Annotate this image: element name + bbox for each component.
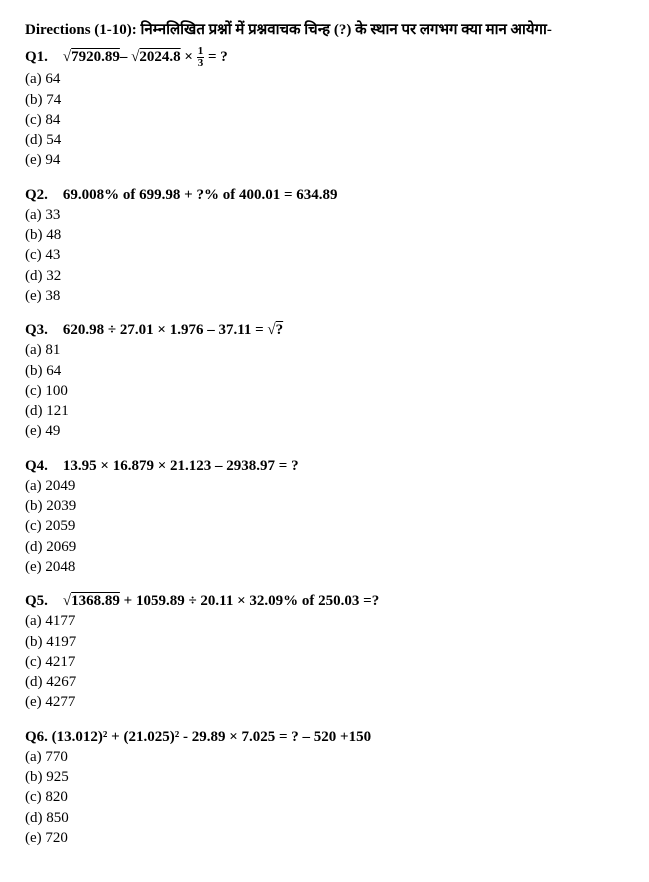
q1-tail: = ? [204, 49, 228, 65]
directions-text: Directions (1-10): निम्नलिखित प्रश्नों म… [25, 20, 624, 40]
q6-option-b: (b) 925 [25, 767, 624, 787]
q2-expr: 69.008% of 699.98 + ?% of 400.01 = 634.8… [63, 187, 338, 203]
q6-option-e: (e) 720 [25, 828, 624, 848]
q5-line: Q5. √1368.89 + 1059.89 ÷ 20.11 × 32.09% … [25, 591, 624, 611]
q5-number: Q5. [25, 593, 48, 609]
q1-radicand-1: 7920.89 [71, 49, 120, 65]
q1-option-b: (b) 74 [25, 90, 624, 110]
question-4: Q4. 13.95 × 16.879 × 21.123 – 2938.97 = … [25, 456, 624, 578]
q4-number: Q4. [25, 458, 48, 474]
q6-expr: (13.012)² + (21.025)² - 29.89 × 7.025 = … [52, 729, 371, 745]
q5-option-d: (d) 4267 [25, 672, 624, 692]
q1-expr-pre: √ [63, 49, 71, 65]
q4-option-b: (b) 2039 [25, 496, 624, 516]
q1-post: × [181, 49, 197, 65]
q2-option-c: (c) 43 [25, 245, 624, 265]
q6-number: Q6. [25, 729, 48, 745]
question-1: Q1. √7920.89– √2024.8 × 13 = ? (a) 64 (b… [25, 46, 624, 170]
q6-option-a: (a) 770 [25, 747, 624, 767]
q2-option-d: (d) 32 [25, 266, 624, 286]
q1-option-c: (c) 84 [25, 110, 624, 130]
question-2: Q2. 69.008% of 699.98 + ?% of 400.01 = 6… [25, 185, 624, 307]
q2-option-e: (e) 38 [25, 286, 624, 306]
q3-option-c: (c) 100 [25, 381, 624, 401]
q1-option-a: (a) 64 [25, 69, 624, 89]
q2-line: Q2. 69.008% of 699.98 + ?% of 400.01 = 6… [25, 185, 624, 205]
q4-option-a: (a) 2049 [25, 476, 624, 496]
question-6: Q6. (13.012)² + (21.025)² - 29.89 × 7.02… [25, 727, 624, 849]
q3-expr-pre: 620.98 ÷ 27.01 × 1.976 – 37.11 = √ [63, 322, 276, 338]
q4-expr: 13.95 × 16.879 × 21.123 – 2938.97 = ? [63, 458, 299, 474]
q5-expr-pre: √ [63, 593, 71, 609]
q3-option-b: (b) 64 [25, 361, 624, 381]
q5-radicand: 1368.89 [71, 593, 120, 609]
q3-option-d: (d) 121 [25, 401, 624, 421]
q4-line: Q4. 13.95 × 16.879 × 21.123 – 2938.97 = … [25, 456, 624, 476]
q3-option-e: (e) 49 [25, 421, 624, 441]
q5-option-b: (b) 4197 [25, 632, 624, 652]
q2-number: Q2. [25, 187, 48, 203]
q2-option-b: (b) 48 [25, 225, 624, 245]
q4-option-e: (e) 2048 [25, 557, 624, 577]
q1-number: Q1. [25, 49, 48, 65]
q2-option-a: (a) 33 [25, 205, 624, 225]
question-5: Q5. √1368.89 + 1059.89 ÷ 20.11 × 32.09% … [25, 591, 624, 713]
q1-mid: – √ [120, 49, 139, 65]
q5-option-a: (a) 4177 [25, 611, 624, 631]
q1-radicand-2: 2024.8 [139, 49, 180, 65]
q1-option-d: (d) 54 [25, 130, 624, 150]
q5-post: + 1059.89 ÷ 20.11 × 32.09% of 250.03 =? [120, 593, 379, 609]
q3-radicand: ? [276, 322, 284, 338]
q5-option-c: (c) 4217 [25, 652, 624, 672]
q4-option-c: (c) 2059 [25, 516, 624, 536]
q3-line: Q3. 620.98 ÷ 27.01 × 1.976 – 37.11 = √? [25, 320, 624, 340]
q1-option-e: (e) 94 [25, 150, 624, 170]
q4-option-d: (d) 2069 [25, 537, 624, 557]
q5-option-e: (e) 4277 [25, 692, 624, 712]
q3-number: Q3. [25, 322, 48, 338]
q6-option-c: (c) 820 [25, 787, 624, 807]
q1-line: Q1. √7920.89– √2024.8 × 13 = ? [25, 46, 624, 69]
question-3: Q3. 620.98 ÷ 27.01 × 1.976 – 37.11 = √? … [25, 320, 624, 442]
q3-option-a: (a) 81 [25, 340, 624, 360]
q6-option-d: (d) 850 [25, 808, 624, 828]
q6-line: Q6. (13.012)² + (21.025)² - 29.89 × 7.02… [25, 727, 624, 747]
